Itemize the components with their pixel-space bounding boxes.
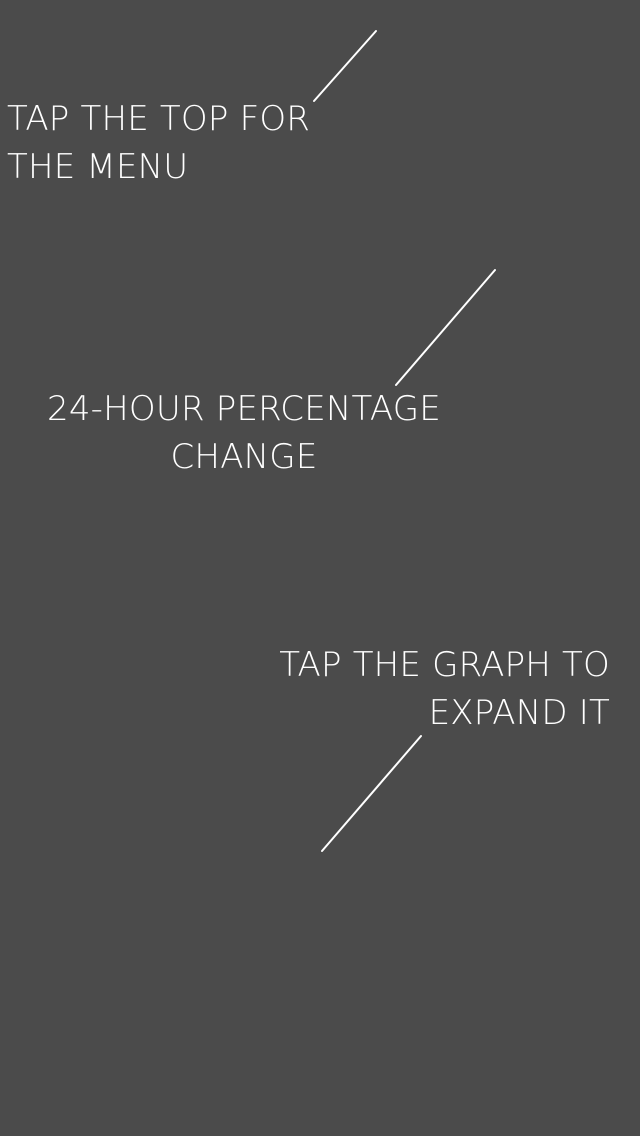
graph-tip: TAP THE GRAPH TO EXPAND IT	[279, 641, 610, 737]
menu-tip-line-2: THE MENU	[7, 143, 310, 191]
percentage-change-tip-line-1: 24-HOUR PERCENTAGE	[44, 385, 444, 433]
graph-pointer-line	[322, 736, 421, 851]
menu-pointer-line	[314, 31, 376, 101]
graph-tip-line-2: EXPAND IT	[279, 689, 610, 737]
percentage-change-tip: 24-HOUR PERCENTAGE CHANGE	[44, 385, 444, 481]
menu-tip-line-1: TAP THE TOP FOR	[7, 95, 310, 143]
percentage-change-tip-line-2: CHANGE	[44, 433, 444, 481]
graph-tip-line-1: TAP THE GRAPH TO	[279, 641, 610, 689]
menu-tip: TAP THE TOP FOR THE MENU	[7, 95, 310, 191]
percentage-change-pointer-line	[396, 270, 495, 385]
